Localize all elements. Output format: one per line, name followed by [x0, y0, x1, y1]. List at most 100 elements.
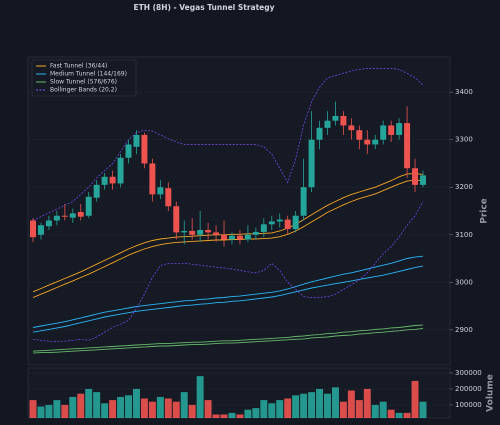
volume-bar: [260, 400, 268, 418]
candle-body: [228, 235, 235, 240]
volume-bar: [395, 412, 403, 418]
volume-bar: [300, 393, 308, 418]
volume-bar: [308, 392, 316, 418]
y-tick-label: 3400: [455, 88, 473, 96]
candle-body: [213, 232, 220, 235]
legend-label: Fast Tunnel (36/44): [50, 63, 107, 70]
volume-bar: [236, 414, 244, 418]
candle-body: [53, 215, 60, 221]
overlay-line: [32, 324, 424, 352]
volume-bar: [371, 404, 379, 418]
legend-label: Medium Tunnel (144/169): [50, 71, 127, 78]
volume-bar: [284, 398, 292, 418]
candle-body: [189, 230, 196, 235]
candle-body: [165, 188, 172, 207]
candle-body: [205, 230, 212, 233]
candle-body: [221, 234, 228, 240]
volume-bar: [37, 406, 45, 418]
volume-bar: [220, 414, 228, 418]
candle-body: [149, 163, 156, 195]
volume-bar: [132, 388, 140, 418]
y2-tick-label: 200000: [455, 385, 482, 393]
candle-body: [268, 221, 275, 225]
overlay-line: [32, 173, 424, 293]
volume-bar: [101, 403, 109, 418]
volume-bar: [228, 412, 236, 418]
candle-body: [197, 230, 204, 235]
candle-body: [30, 220, 36, 238]
candle-body: [404, 123, 411, 169]
candle-body: [45, 220, 52, 227]
volume-bar: [324, 393, 331, 418]
volume-bar: [355, 400, 363, 418]
candle-body: [157, 187, 164, 195]
legend-label: Bollinger Bands (20,2): [50, 87, 117, 94]
y-axis-label: Price: [480, 198, 490, 224]
volume-bar: [292, 395, 300, 418]
candle-body: [340, 115, 347, 126]
candle-body: [380, 125, 387, 140]
volume-bar: [61, 404, 69, 418]
volume-bar: [331, 387, 339, 418]
overlay-line: [32, 201, 424, 343]
candle-body: [85, 196, 92, 216]
volume-bar: [109, 400, 117, 418]
candle-body: [292, 215, 299, 230]
volume-bar: [29, 400, 37, 418]
y-tick-label: 3100: [455, 231, 473, 239]
volume-bar: [53, 400, 61, 418]
candle-body: [61, 215, 68, 217]
candle-body: [93, 184, 100, 198]
volume-bar: [117, 396, 125, 418]
volume-bar: [172, 401, 180, 418]
candle-body: [284, 219, 291, 230]
volume-bar: [156, 396, 164, 418]
volume-bar: [379, 401, 387, 418]
candle-body: [308, 139, 315, 188]
y-tick-label: 2900: [455, 326, 473, 334]
candle-body: [101, 176, 108, 185]
overlay-line: [32, 255, 424, 328]
candle-body: [356, 130, 363, 140]
candle-body: [37, 225, 44, 235]
volume-bar: [276, 400, 284, 418]
volume-bar: [347, 390, 355, 418]
y2-tick-label: 100000: [455, 401, 482, 409]
volume-bar: [316, 388, 324, 418]
candle-body: [388, 125, 395, 135]
volume-bar: [188, 404, 196, 418]
candle-body: [252, 231, 259, 235]
volume-bar: [387, 409, 395, 418]
candle-body: [109, 176, 116, 184]
candle-body: [332, 115, 339, 121]
candle-body: [244, 234, 251, 240]
volume-bar: [252, 408, 260, 418]
y-tick-label: 3200: [455, 183, 473, 191]
candle-body: [372, 139, 379, 145]
y2-axis-label: Volume: [486, 374, 496, 412]
volume-bar: [180, 392, 188, 418]
y2-tick-label: 300000: [455, 369, 482, 377]
overlay-line: [32, 327, 424, 354]
candle-body: [276, 219, 283, 222]
volume-bar: [363, 388, 371, 418]
candle-body: [77, 211, 84, 217]
volume-bar: [339, 401, 347, 418]
volume-bar: [125, 395, 132, 418]
overlay-line: [32, 265, 424, 333]
volume-bar: [212, 414, 220, 418]
chart-title: ETH (8H) - Vegas Tunnel Strategy: [133, 3, 274, 12]
volume-bar: [419, 401, 427, 418]
legend-label: Slow Tunnel (576/676): [50, 79, 117, 86]
volume-bar: [85, 388, 93, 418]
candle-body: [117, 157, 124, 184]
y-tick-label: 3000: [455, 278, 473, 286]
volume-bar: [196, 376, 204, 418]
volume-bar: [403, 412, 411, 418]
y-tick-label: 3300: [455, 136, 473, 144]
candle-body: [141, 134, 148, 164]
candle-body: [69, 213, 76, 218]
volume-bar: [140, 398, 148, 418]
candle-body: [396, 123, 403, 135]
